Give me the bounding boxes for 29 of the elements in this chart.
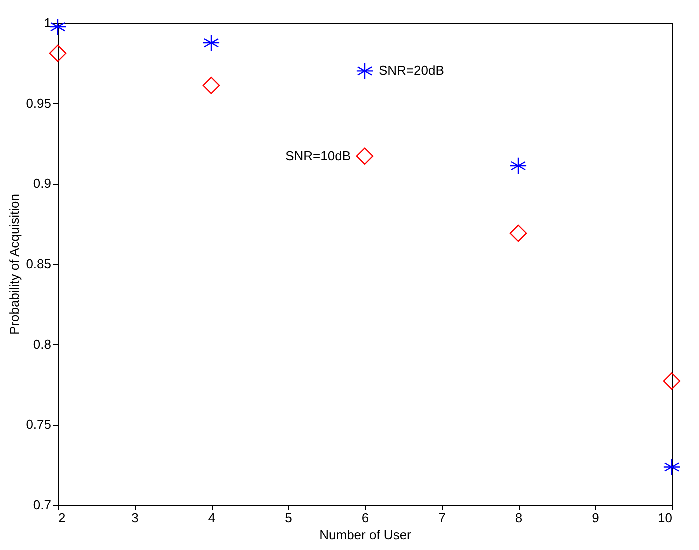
x-tick-label: 3 (132, 510, 139, 526)
x-tick-label: 6 (362, 510, 370, 526)
y-tick-label: 0.9 (33, 176, 52, 192)
point (49, 18, 67, 36)
x-axis-title: Number of User (320, 528, 412, 542)
series-label: SNR=10dB (286, 148, 351, 164)
point (202, 34, 220, 52)
y-tick-label: 0.7 (33, 498, 52, 512)
point (49, 44, 67, 62)
point (356, 62, 374, 80)
point (663, 372, 681, 390)
x-tick-label: 4 (208, 510, 216, 526)
y-tick-label: 0.8 (33, 336, 52, 352)
y-tick-label: 0.85 (26, 256, 52, 272)
series-label: SNR=20dB (379, 63, 444, 78)
point (202, 77, 220, 94)
x-tick-label: 5 (285, 510, 292, 526)
point (510, 157, 528, 175)
y-axis-title: Probability of Acquisition (7, 194, 22, 335)
x-tick-label: 7 (438, 510, 446, 526)
x-tick-label: 8 (515, 510, 523, 526)
x-tick-label: 2 (58, 510, 66, 526)
point (510, 224, 528, 242)
point (356, 148, 374, 166)
x-tick-label: 9 (592, 510, 600, 526)
x-tick-label: 10 (658, 510, 672, 526)
y-tick-label: 0.95 (26, 96, 52, 111)
y-tick-label: 0.75 (26, 417, 52, 432)
point (663, 458, 681, 476)
